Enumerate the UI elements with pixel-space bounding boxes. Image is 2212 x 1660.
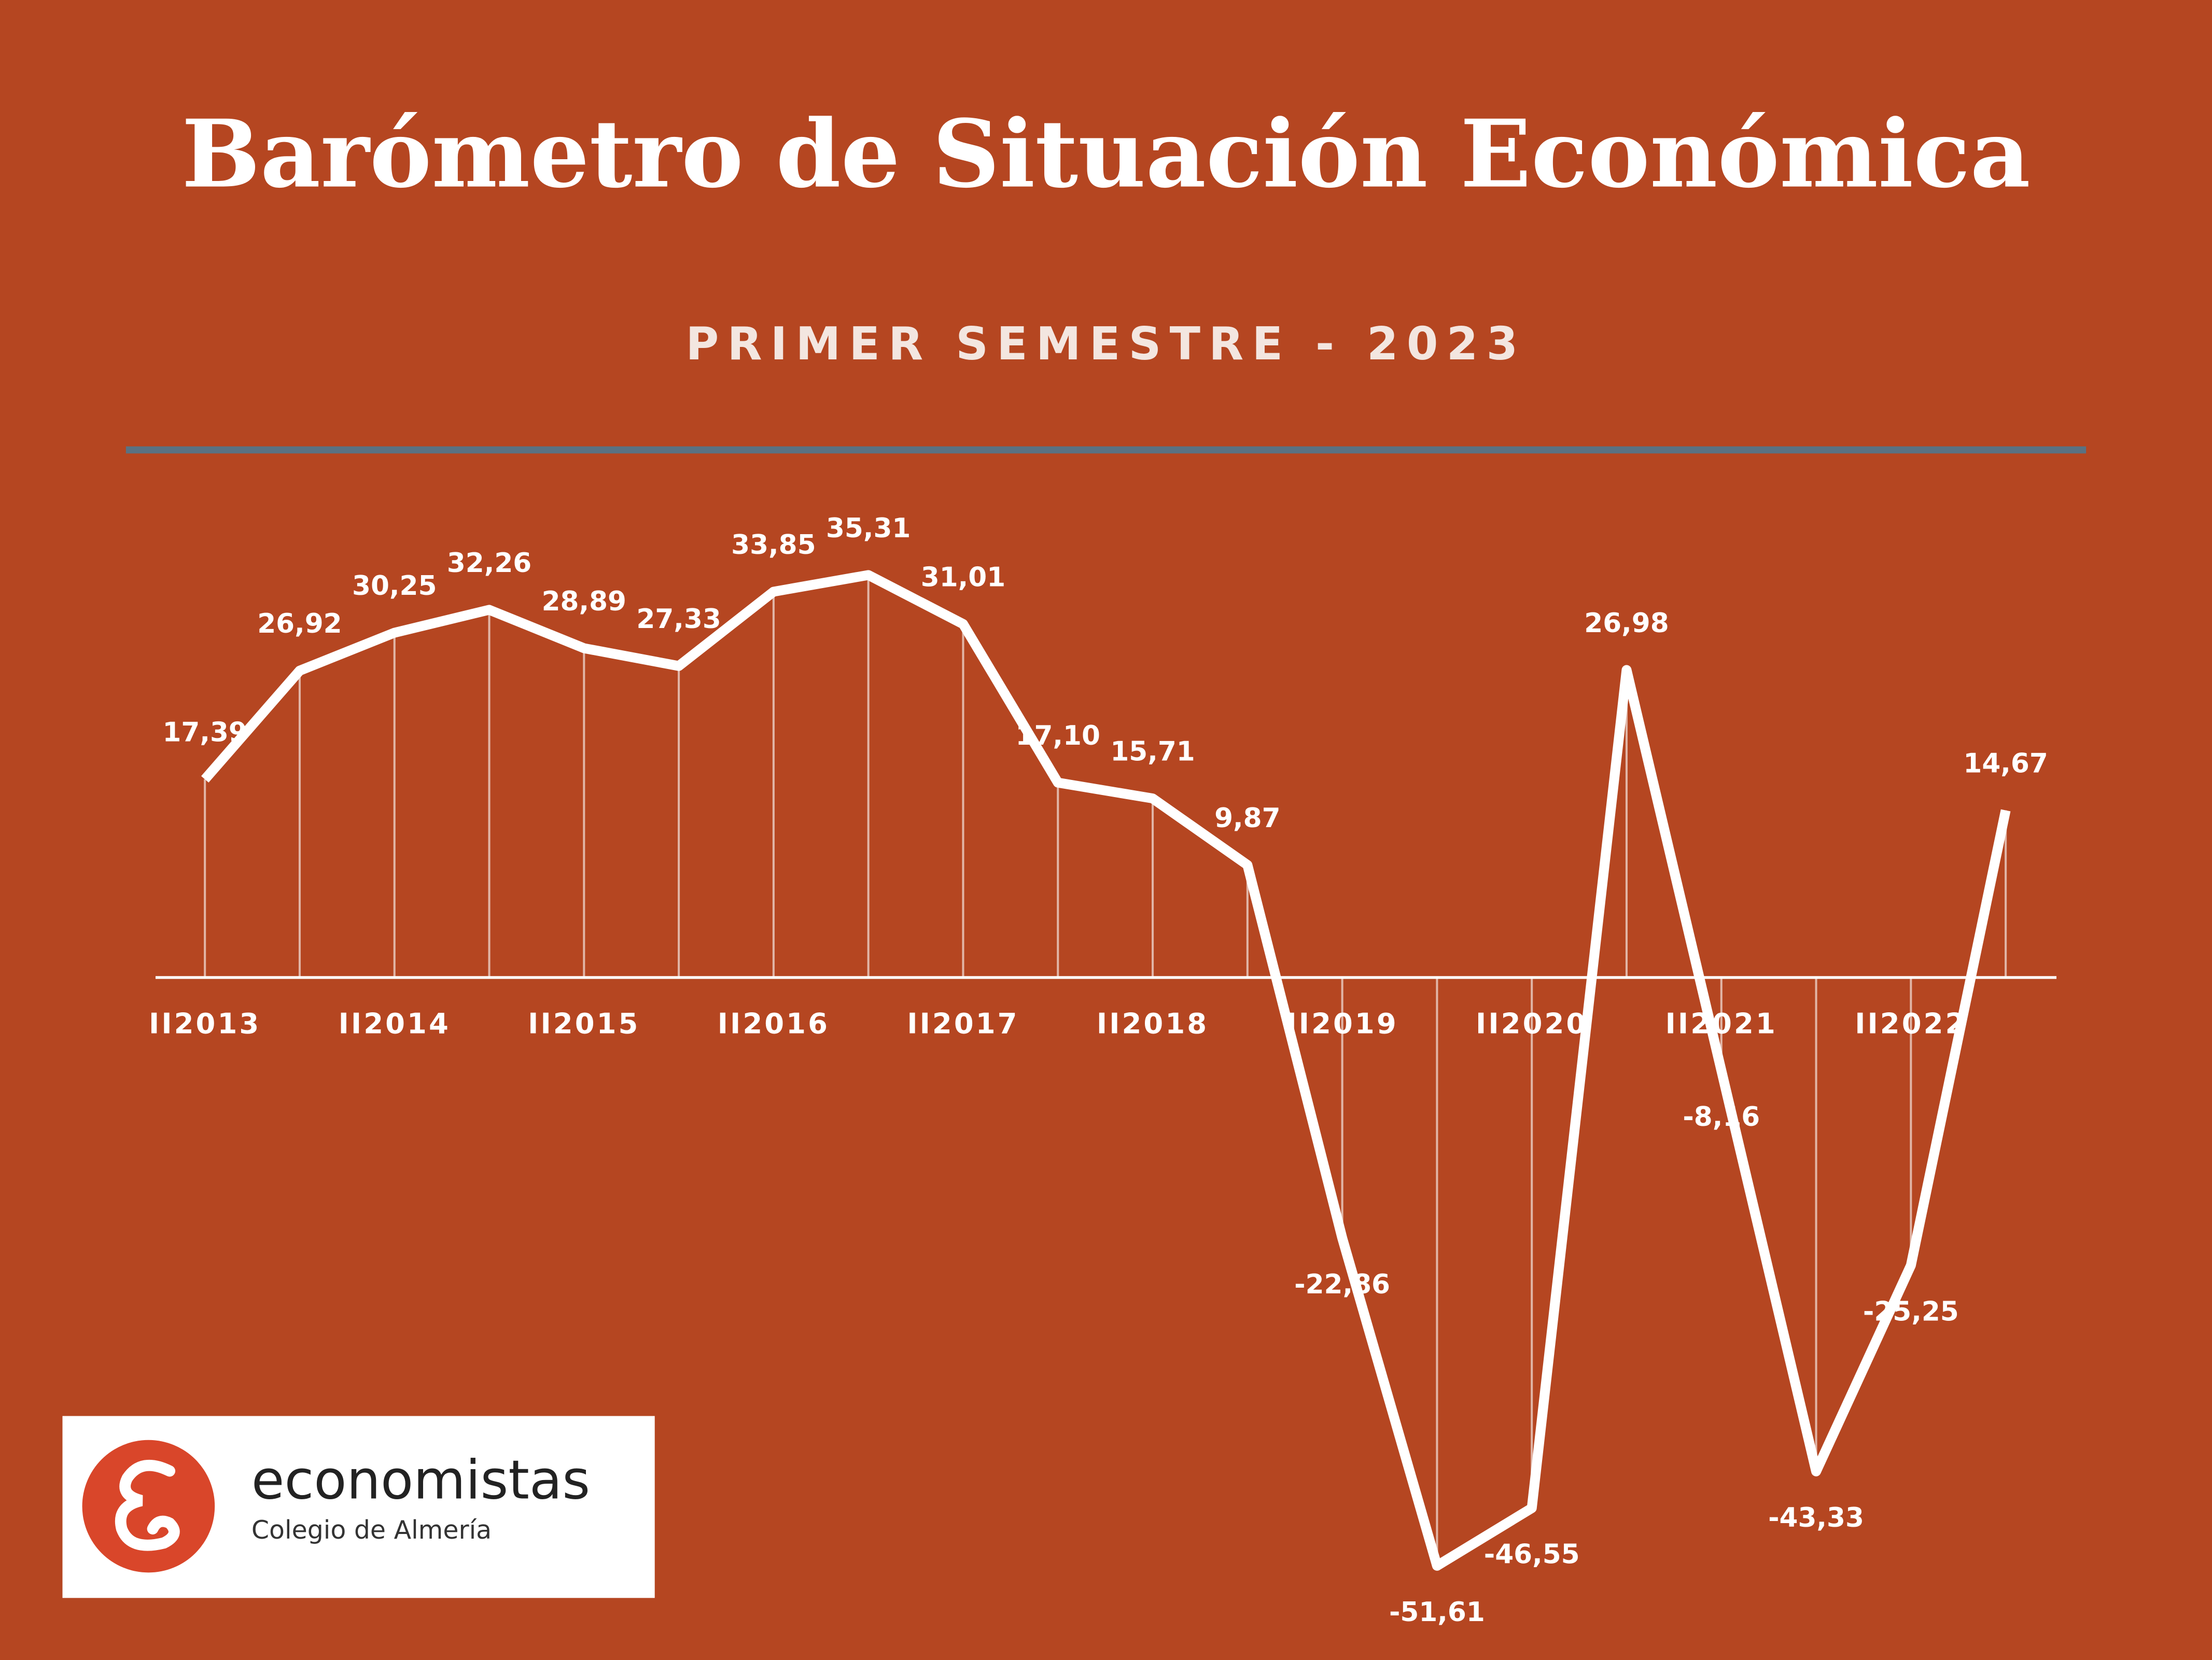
data-label: 14,67 [1963, 748, 2048, 779]
chart-title: Barómetro de Situación Económica [181, 100, 2031, 209]
plot-area: II2013 II2014 II2015 II2016 II2017 II2018 II20… [149, 513, 2057, 1628]
x-tick-label: II2013 [149, 1008, 261, 1040]
data-label: 17,39 [162, 717, 247, 748]
data-label: 31,01 [921, 562, 1005, 593]
data-label: 32,26 [447, 548, 531, 579]
x-tick-label: II2021 [1665, 1008, 1777, 1040]
logo-icon [115, 1459, 180, 1551]
data-label: 27,33 [636, 604, 721, 635]
data-label: 33,85 [731, 529, 816, 561]
logo-subtitle: Colegio de Almería [251, 1515, 492, 1545]
data-label: 30,25 [352, 570, 437, 602]
data-label: -43,33 [1768, 1502, 1864, 1533]
x-tick-label: II2018 [1097, 1008, 1209, 1040]
data-line [201, 570, 2011, 1571]
x-tick-label: II2015 [528, 1008, 640, 1040]
x-tick-label: II2016 [718, 1008, 830, 1040]
logo: economistas Colegio de Almería [62, 1416, 655, 1598]
data-label: 9,87 [1214, 803, 1280, 834]
logo-circle [82, 1440, 215, 1573]
x-tick-label: II2019 [1286, 1008, 1398, 1040]
data-label: 26,92 [257, 608, 342, 639]
data-label: -51,61 [1389, 1597, 1485, 1628]
data-label: 28,89 [542, 586, 626, 617]
chart-subtitle: PRIMER SEMESTRE - 2023 [686, 317, 1527, 370]
x-tick-label: II2017 [907, 1008, 1019, 1040]
data-label: 15,71 [1110, 736, 1195, 768]
data-label: 17,10 [1016, 720, 1100, 751]
x-tick-label: II2014 [339, 1008, 451, 1040]
data-label: 35,31 [826, 513, 911, 544]
x-tick-label: II2022 [1855, 1008, 1967, 1040]
data-label: -46,55 [1484, 1539, 1580, 1570]
x-tick-label: II2020 [1476, 1008, 1588, 1040]
data-label: -8,16 [1683, 1101, 1760, 1133]
data-label: -22,86 [1294, 1269, 1390, 1300]
logo-name: economistas [251, 1449, 590, 1511]
data-label: 26,98 [1584, 608, 1669, 639]
data-label: -25,25 [1863, 1296, 1959, 1327]
